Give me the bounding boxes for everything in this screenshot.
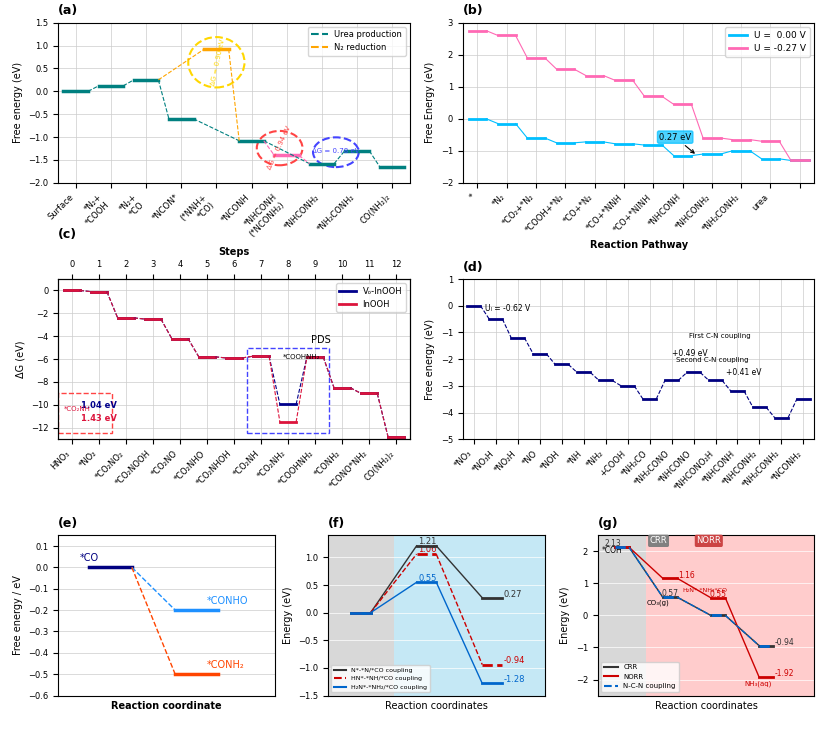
Text: -0.94: -0.94 bbox=[774, 637, 794, 646]
Text: *CONHO: *CONHO bbox=[207, 596, 248, 606]
Text: *COH: *COH bbox=[602, 546, 622, 555]
Text: *COOHNH₂: *COOHNH₂ bbox=[283, 354, 320, 360]
Text: (f): (f) bbox=[328, 517, 345, 530]
Text: (d): (d) bbox=[463, 261, 484, 274]
Text: 1.04 eV: 1.04 eV bbox=[81, 401, 116, 411]
Text: (b): (b) bbox=[463, 5, 484, 17]
X-axis label: Steps: Steps bbox=[219, 246, 249, 257]
Text: *CONH₂: *CONH₂ bbox=[207, 660, 245, 670]
Y-axis label: Free energy (eV): Free energy (eV) bbox=[425, 318, 435, 400]
Legend: N*-*N/*CO coupling, HN*-*NH/*CO coupling, H₂N*-*NH₂/*CO coupling: N*-*N/*CO coupling, HN*-*NH/*CO coupling… bbox=[331, 665, 430, 692]
Text: Uₗ = -0.62 V: Uₗ = -0.62 V bbox=[484, 304, 530, 313]
Text: (g): (g) bbox=[597, 517, 618, 530]
Text: CO₃(g): CO₃(g) bbox=[647, 600, 670, 606]
Text: 1.16: 1.16 bbox=[679, 571, 696, 580]
X-axis label: Reaction coordinates: Reaction coordinates bbox=[655, 701, 758, 711]
Text: -1.28: -1.28 bbox=[504, 674, 525, 683]
Text: NH₃(aq): NH₃(aq) bbox=[745, 680, 772, 686]
Text: 1.43 eV: 1.43 eV bbox=[81, 414, 116, 423]
Bar bbox=[646, 519, 814, 696]
Text: -0.94: -0.94 bbox=[504, 656, 525, 665]
Text: (e): (e) bbox=[58, 517, 78, 530]
Text: PDS: PDS bbox=[311, 335, 331, 345]
Text: *CO: *CO bbox=[80, 553, 99, 563]
Legend: CRR, NORR, N-C-N coupling: CRR, NORR, N-C-N coupling bbox=[601, 662, 679, 692]
Y-axis label: Energy (eV): Energy (eV) bbox=[283, 587, 293, 644]
Text: (a): (a) bbox=[58, 5, 78, 17]
Y-axis label: ΔG (eV): ΔG (eV) bbox=[16, 340, 26, 378]
Text: 1.06: 1.06 bbox=[419, 545, 437, 554]
Text: 1.21: 1.21 bbox=[419, 538, 437, 546]
Text: 0.57: 0.57 bbox=[661, 589, 678, 598]
Text: 2.13: 2.13 bbox=[605, 538, 622, 547]
Text: 0.27 eV: 0.27 eV bbox=[659, 132, 694, 153]
Text: H₂N*-*NH₂*CO: H₂N*-*NH₂*CO bbox=[682, 588, 727, 593]
Text: +0.49 eV: +0.49 eV bbox=[671, 349, 707, 358]
Text: (c): (c) bbox=[58, 228, 77, 241]
Legend: Vₒ-InOOH, InOOH: Vₒ-InOOH, InOOH bbox=[336, 284, 406, 312]
Text: -1.92: -1.92 bbox=[774, 669, 794, 678]
X-axis label: Reaction Pathway: Reaction Pathway bbox=[589, 240, 688, 250]
X-axis label: Reaction coordinates: Reaction coordinates bbox=[385, 701, 488, 711]
Legend: U =  0.00 V, U = -0.27 V: U = 0.00 V, U = -0.27 V bbox=[725, 27, 810, 57]
Y-axis label: Energy (eV): Energy (eV) bbox=[560, 587, 570, 644]
Text: 0.55: 0.55 bbox=[419, 574, 437, 583]
Text: ΔG = 0.78 eV: ΔG = 0.78 eV bbox=[312, 148, 360, 154]
Bar bbox=[328, 530, 394, 696]
Text: ΔG = 0.90 eV: ΔG = 0.90 eV bbox=[210, 39, 226, 86]
Text: +0.41 eV: +0.41 eV bbox=[726, 368, 762, 377]
Text: 0.55: 0.55 bbox=[710, 590, 726, 600]
Text: Second C-N coupling: Second C-N coupling bbox=[676, 357, 749, 363]
Legend: Urea production, N₂ reduction: Urea production, N₂ reduction bbox=[307, 27, 406, 56]
X-axis label: Reaction coordinate: Reaction coordinate bbox=[111, 701, 222, 711]
Y-axis label: Free energy / eV: Free energy / eV bbox=[12, 575, 22, 655]
Text: CRR: CRR bbox=[650, 536, 667, 545]
Text: 0.27: 0.27 bbox=[504, 590, 523, 599]
Bar bbox=[394, 530, 558, 696]
Bar bbox=[597, 519, 646, 696]
Y-axis label: Free energy (eV): Free energy (eV) bbox=[12, 62, 22, 144]
Y-axis label: Free Energy (eV): Free Energy (eV) bbox=[425, 62, 435, 144]
Text: NORR: NORR bbox=[696, 536, 721, 545]
Text: First C-N coupling: First C-N coupling bbox=[689, 333, 750, 339]
Text: ΔG = 0.94 eV: ΔG = 0.94 eV bbox=[267, 125, 293, 171]
Text: *CO₂NH: *CO₂NH bbox=[64, 405, 91, 411]
